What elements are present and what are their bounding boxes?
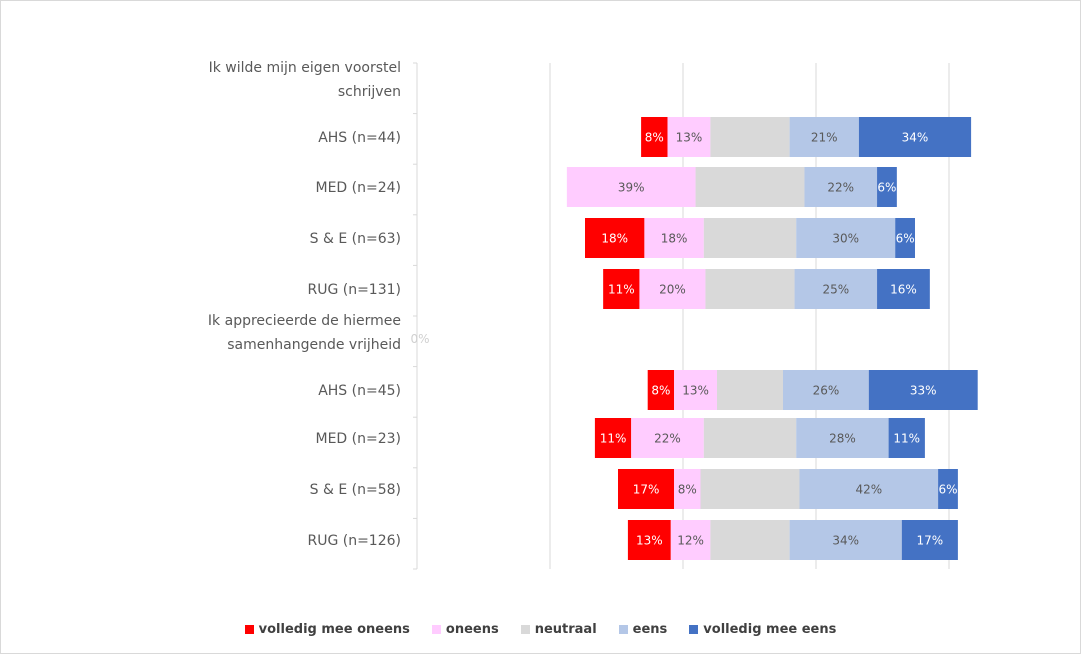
- bar-segment-neutraal: [710, 117, 790, 157]
- legend-label: eens: [632, 622, 668, 637]
- bar-segment-oneens: [674, 370, 717, 410]
- bar-segment-volledig-mee-eens: [858, 117, 972, 157]
- bar-segment-eens: [804, 167, 878, 207]
- category-label: S & E (n=63): [310, 231, 401, 247]
- legend-swatch: [520, 625, 530, 634]
- category-label: RUG (n=126): [307, 533, 401, 549]
- category-label: AHS (n=45): [318, 383, 401, 399]
- data-label: 12%: [677, 534, 704, 548]
- data-label: 22%: [827, 181, 854, 195]
- bar-segment-oneens: [631, 418, 704, 458]
- bar-segment-neutraal: [717, 370, 783, 410]
- data-label: 11%: [608, 283, 635, 297]
- bar-segment-eens: [783, 370, 869, 410]
- data-label: 20%: [659, 283, 686, 297]
- bar-segment-volledig-mee-eens: [938, 469, 958, 509]
- legend-swatch: [618, 625, 628, 634]
- bar-segment-eens: [789, 520, 902, 560]
- bar-segment-neutraal: [705, 269, 795, 309]
- legend-swatch: [431, 625, 441, 634]
- data-label: 11%: [893, 432, 920, 446]
- legend-label: neutraal: [534, 622, 597, 637]
- legend-label: volledig mee eens: [703, 622, 837, 637]
- bar-segment-volledig-mee-eens: [895, 218, 915, 258]
- data-label: 13%: [676, 131, 703, 145]
- data-label: 0%: [410, 332, 429, 346]
- legend-item: volledig mee eens: [689, 622, 836, 637]
- legend-item: volledig mee oneens: [244, 622, 410, 637]
- data-label: 17%: [917, 534, 944, 548]
- bar-segment-volledig-mee-oneens: [594, 418, 632, 458]
- data-label: 8%: [651, 384, 670, 398]
- data-label: 22%: [654, 432, 681, 446]
- chart-legend: volledig mee oneens oneens neutraal eens vol…: [0, 622, 1081, 637]
- legend-item: eens: [618, 622, 668, 637]
- bar-segment-eens: [799, 469, 939, 509]
- bar-segment-volledig-mee-eens: [877, 269, 930, 309]
- data-label: 11%: [600, 432, 627, 446]
- bar-segment-neutraal: [703, 218, 797, 258]
- data-label: 34%: [832, 534, 859, 548]
- legend-item: oneens: [431, 622, 499, 637]
- data-label: 21%: [811, 131, 838, 145]
- bar-segment-volledig-mee-oneens: [585, 218, 645, 258]
- data-label: 34%: [902, 131, 929, 145]
- bar-segment-neutraal: [700, 469, 800, 509]
- data-label: 6%: [877, 181, 896, 195]
- data-label: 42%: [855, 483, 882, 497]
- data-label: 18%: [661, 232, 688, 246]
- bar-segment-oneens: [566, 167, 696, 207]
- legend-item: neutraal: [520, 622, 597, 637]
- bar-segment-volledig-mee-oneens: [627, 520, 671, 560]
- data-label: 33%: [910, 384, 937, 398]
- bar-segment-eens: [796, 218, 896, 258]
- data-label: 30%: [832, 232, 859, 246]
- data-label: 8%: [645, 131, 664, 145]
- bar-segment-oneens: [644, 218, 704, 258]
- data-label: 16%: [890, 283, 917, 297]
- legend-label: volledig mee oneens: [258, 622, 410, 637]
- data-label: 8%: [678, 483, 697, 497]
- bar-segment-volledig-mee-oneens: [603, 269, 640, 309]
- data-label: 25%: [822, 283, 849, 297]
- category-label: S & E (n=58): [310, 482, 401, 498]
- category-label: Ik apprecieerde de hiermee samenhangende …: [208, 313, 401, 353]
- bar-segment-volledig-mee-oneens: [647, 370, 675, 410]
- bar-segment-volledig-mee-eens: [868, 370, 978, 410]
- data-label: 26%: [813, 384, 840, 398]
- bar-segment-volledig-mee-eens: [888, 418, 925, 458]
- bar-segment-volledig-mee-eens: [901, 520, 958, 560]
- data-label: 17%: [633, 483, 660, 497]
- bar-segment-volledig-mee-oneens: [618, 469, 675, 509]
- data-label: 13%: [636, 534, 663, 548]
- bar-segment-eens: [794, 269, 878, 309]
- data-label: 28%: [829, 432, 856, 446]
- data-label: 6%: [896, 232, 915, 246]
- category-label: RUG (n=131): [307, 282, 401, 298]
- legend-swatch: [244, 625, 254, 634]
- bar-segment-oneens: [667, 117, 711, 157]
- bar-segment-oneens: [674, 469, 701, 509]
- bar-segment-neutraal: [695, 167, 805, 207]
- bar-segment-neutraal: [710, 520, 790, 560]
- bar-segment-volledig-mee-eens: [877, 167, 897, 207]
- bar-segment-eens: [789, 117, 859, 157]
- bar-segment-volledig-mee-oneens: [641, 117, 668, 157]
- legend-label: oneens: [445, 622, 499, 637]
- bar-segment-eens: [796, 418, 889, 458]
- bar-segment-oneens: [670, 520, 711, 560]
- data-label: 18%: [601, 232, 628, 246]
- category-label: MED (n=24): [316, 180, 402, 196]
- diverging-stacked-bar-chart: Ik wilde mijn eigen voorstel schrijven AHS…: [208, 60, 978, 570]
- bar-segment-neutraal: [703, 418, 797, 458]
- data-label: 39%: [618, 181, 645, 195]
- data-label: 13%: [682, 384, 709, 398]
- data-label: 6%: [938, 483, 957, 497]
- category-label: AHS (n=44): [318, 130, 401, 146]
- category-label: MED (n=23): [316, 431, 402, 447]
- bar-segment-oneens: [639, 269, 706, 309]
- category-label: Ik wilde mijn eigen voorstel schrijven: [209, 60, 401, 100]
- legend-swatch: [689, 625, 699, 634]
